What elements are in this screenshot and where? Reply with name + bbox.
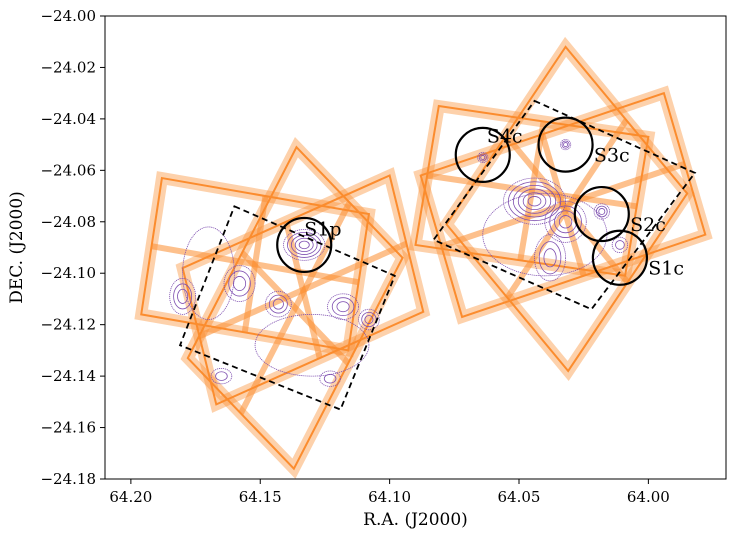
contour-line [272,298,284,310]
y-tick-label: −24.12 [40,316,96,334]
source-circle [454,126,511,184]
contour-line [560,139,572,151]
contour-line [558,215,573,229]
contour-line [522,192,547,211]
contour-line [233,276,247,292]
y-tick-label: −24.18 [40,470,96,488]
contour-line [593,203,610,220]
contour-line [563,142,569,148]
contour-line [331,297,355,317]
contour-line [287,232,322,258]
contour-line [210,367,233,385]
contour-line [477,151,489,164]
y-axis-ticks: −24.18 −24.16 −24.14 −24.12 −24.10 −24.08 −24.… [40,7,105,488]
source-label: S4c [487,126,523,148]
y-tick-label: −24.02 [40,58,96,76]
source-markers: S1p S4c S3c S2c S1c [276,116,684,286]
source-circle [276,216,333,274]
contour-line [534,234,566,282]
source-label: S2c [630,214,666,236]
x-tick-label: 64.05 [498,488,541,506]
contour-line [265,290,292,318]
pointing-frames [134,36,713,479]
pointing-frame [413,85,713,325]
contour-line [611,236,629,254]
contour-line [358,308,380,331]
y-tick-label: −24.10 [40,264,96,282]
contour-line [517,188,552,214]
contour-line [319,370,341,387]
source-label: S3c [594,144,630,166]
contour-line [298,240,310,250]
source-circle [537,116,594,173]
contour-line [615,240,625,250]
y-tick-label: −24.14 [40,367,96,385]
contour-line [527,196,542,207]
dashed-region [178,205,396,411]
source-label: S1c [648,258,684,280]
contour-line [223,265,256,302]
source-circle [591,229,649,286]
contour-line [480,155,486,160]
x-tick-label: 64.20 [109,488,152,506]
contour-line [512,184,557,218]
x-tick-label: 64.00 [627,488,670,506]
source-circle [573,185,630,243]
contour-line [290,234,318,255]
contour-line [268,294,288,314]
contour-line [294,237,314,253]
contour-line [182,226,235,320]
contour-line [478,153,487,162]
source-label: S1p [304,218,341,240]
dashed-regions [178,99,697,411]
contour-line [364,315,374,324]
contour-line [336,301,350,313]
y-tick-label: −24.00 [40,7,96,25]
contour-line [598,208,606,215]
contour-line [228,270,251,297]
y-tick-label: −24.06 [40,161,96,179]
contour-line [538,241,562,275]
x-axis-ticks: 64.20 64.15 64.10 64.05 64.00 [109,479,670,506]
plot-area-frame [104,15,727,480]
contour-line [283,229,326,261]
contour-line [544,200,587,243]
contour-line [173,283,193,310]
y-axis-label: DEC. (J2000) [7,191,27,304]
y-tick-label: −24.04 [40,110,96,128]
y-tick-label: −24.16 [40,419,96,437]
contour-line [549,205,582,238]
contour-line [215,371,228,381]
x-tick-label: 64.10 [368,488,411,506]
contour-line [543,248,557,268]
contour-line [595,205,608,218]
contour-line [561,140,570,149]
contour-line [508,181,562,222]
x-tick-label: 64.15 [239,488,282,506]
x-axis-label: R.A. (J2000) [363,510,468,530]
y-tick-label: −24.08 [40,213,96,231]
pointing-frame [180,136,410,479]
contour-line [177,288,189,304]
contour-line [254,313,370,377]
